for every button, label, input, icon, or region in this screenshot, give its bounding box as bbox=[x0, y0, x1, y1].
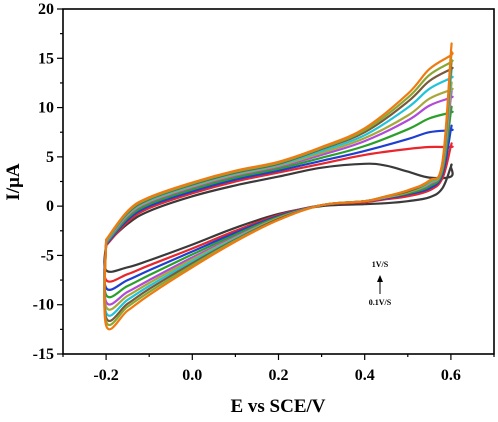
cv-curve-series-2 bbox=[103, 142, 454, 283]
curve-layer bbox=[103, 42, 454, 331]
y-tick-label: 0 bbox=[46, 198, 54, 215]
cv-curve-series-1 bbox=[103, 162, 454, 273]
y-tick-label: 5 bbox=[46, 149, 54, 166]
x-axis-ticks: -0.2 0.0 0.2 0.4 0.6 bbox=[62, 354, 495, 384]
y-tick-label: 10 bbox=[38, 100, 54, 117]
x-axis-title: E vs SCE/V bbox=[230, 396, 325, 417]
x-tick-label: 0.4 bbox=[355, 367, 375, 384]
annotation-top-label: 1V/S bbox=[372, 260, 389, 269]
y-tick-label: -5 bbox=[41, 247, 54, 264]
y-tick-label: -15 bbox=[33, 346, 54, 363]
y-axis-ticks: -15 -10 -5 0 5 10 15 20 bbox=[33, 1, 63, 363]
y-tick-label: 20 bbox=[38, 1, 54, 18]
x-tick-label: 0.6 bbox=[441, 367, 461, 384]
x-tick-label: 0.0 bbox=[182, 367, 202, 384]
y-axis-title: I/μA bbox=[3, 163, 24, 200]
cv-curve-series-3 bbox=[103, 124, 454, 291]
scan-rate-annotation: 1V/S 0.1V/S bbox=[369, 260, 392, 307]
y-tick-label: -10 bbox=[33, 297, 54, 314]
annotation-bottom-label: 0.1V/S bbox=[369, 298, 392, 307]
annotation-arrow-head bbox=[377, 275, 383, 282]
x-tick-label: -0.2 bbox=[93, 367, 118, 384]
cv-curve-series-10 bbox=[103, 42, 454, 331]
y-tick-label: 15 bbox=[38, 50, 54, 67]
x-tick-label: 0.2 bbox=[269, 367, 289, 384]
